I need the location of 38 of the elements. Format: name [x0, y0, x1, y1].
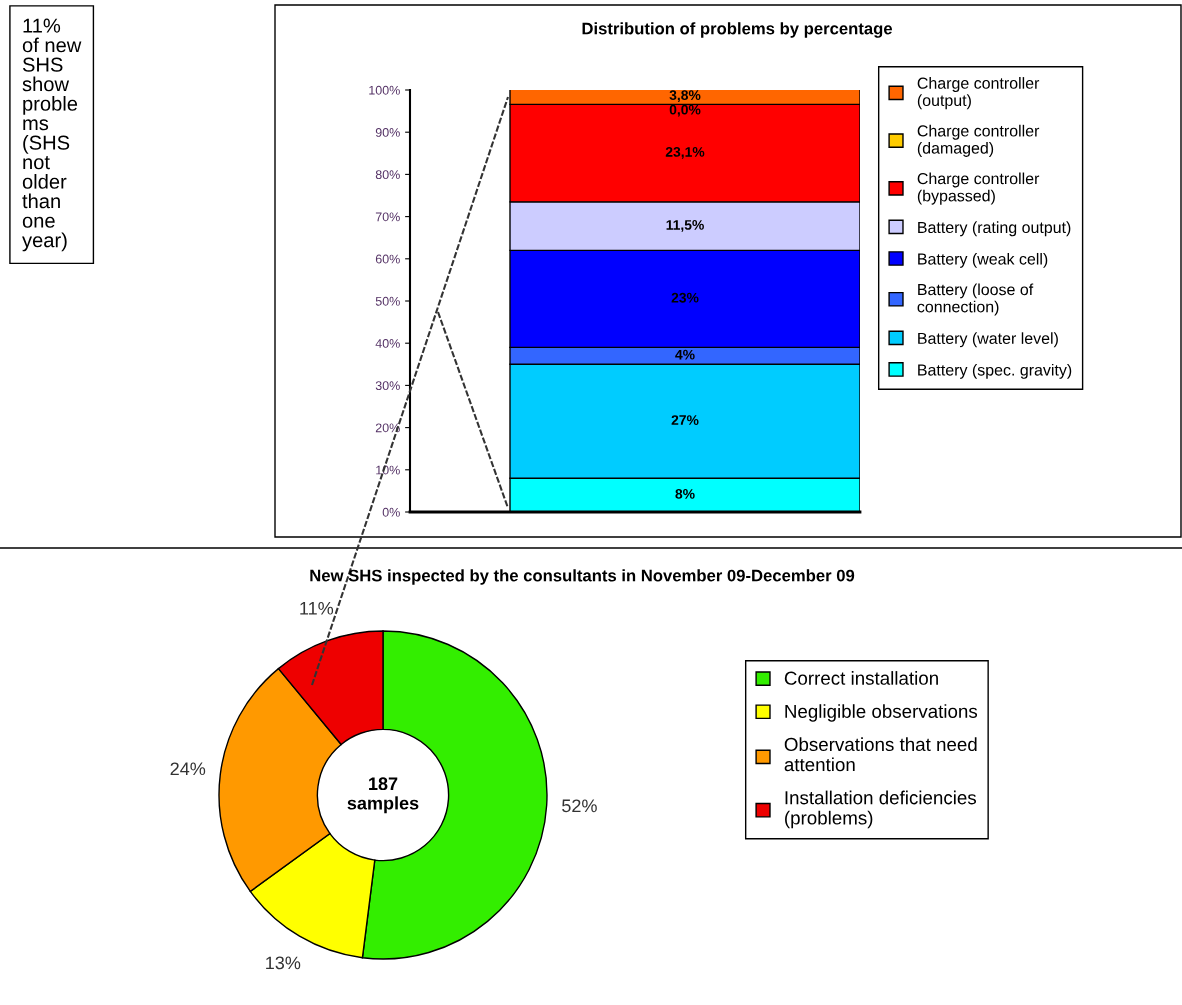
- legend-label: Charge controller (damaged): [917, 124, 1040, 157]
- data-label: 52%: [562, 799, 597, 813]
- y-tick-label: 30%: [375, 381, 400, 391]
- chart-title: New SHS inspected by the consultants in November 09-December 09: [310, 569, 855, 585]
- data-label: 23%: [671, 292, 699, 303]
- y-tick-label: 60%: [375, 254, 400, 264]
- y-tick-label: 100%: [369, 85, 400, 95]
- y-tick-label: 50%: [375, 296, 400, 306]
- y-tick-label: 90%: [375, 128, 400, 137]
- data-label: 4%: [675, 349, 695, 360]
- y-tick-label: 10%: [376, 465, 400, 475]
- legend-label: Negligible observations: [785, 704, 978, 722]
- legend-label: Battery (weak cell): [918, 252, 1048, 268]
- chart-title: Distribution of problems by percentage: [582, 22, 893, 38]
- data-label: 11,5%: [666, 220, 704, 232]
- legend-label: Charge controller (bypassed): [917, 172, 1040, 205]
- data-label: 13%: [266, 956, 301, 970]
- legend-label: Installation deficiencies (problems): [785, 790, 977, 829]
- y-tick-label: 0%: [382, 507, 400, 517]
- data-label: 3,8%: [669, 90, 701, 103]
- y-tick-label: 70%: [375, 212, 400, 222]
- legend-label: Battery (spec. gravity): [918, 363, 1072, 379]
- legend-label: Battery (water level): [918, 332, 1058, 348]
- legend-label: Correct installation: [784, 671, 938, 685]
- legend-label: Charge controller (output): [917, 77, 1040, 110]
- y-tick-label: 40%: [375, 339, 400, 348]
- data-label: 27%: [671, 415, 699, 425]
- legend-label: Battery (loose of connection): [917, 283, 1034, 316]
- text: 11% of new SHS show proble ms (SHS not older than one year): [22, 18, 82, 252]
- data-label: 8%: [675, 489, 695, 499]
- data-label: 0,0%: [669, 104, 701, 117]
- data-label: 23,1%: [665, 146, 705, 159]
- data-label: 11%: [300, 601, 334, 615]
- legend-label: Observations that need attention: [784, 737, 977, 772]
- data-label: 24%: [170, 762, 206, 776]
- y-tick-label: 80%: [375, 170, 400, 180]
- legend-label: Battery (rating output): [918, 221, 1071, 237]
- text: 187 samples: [347, 777, 419, 814]
